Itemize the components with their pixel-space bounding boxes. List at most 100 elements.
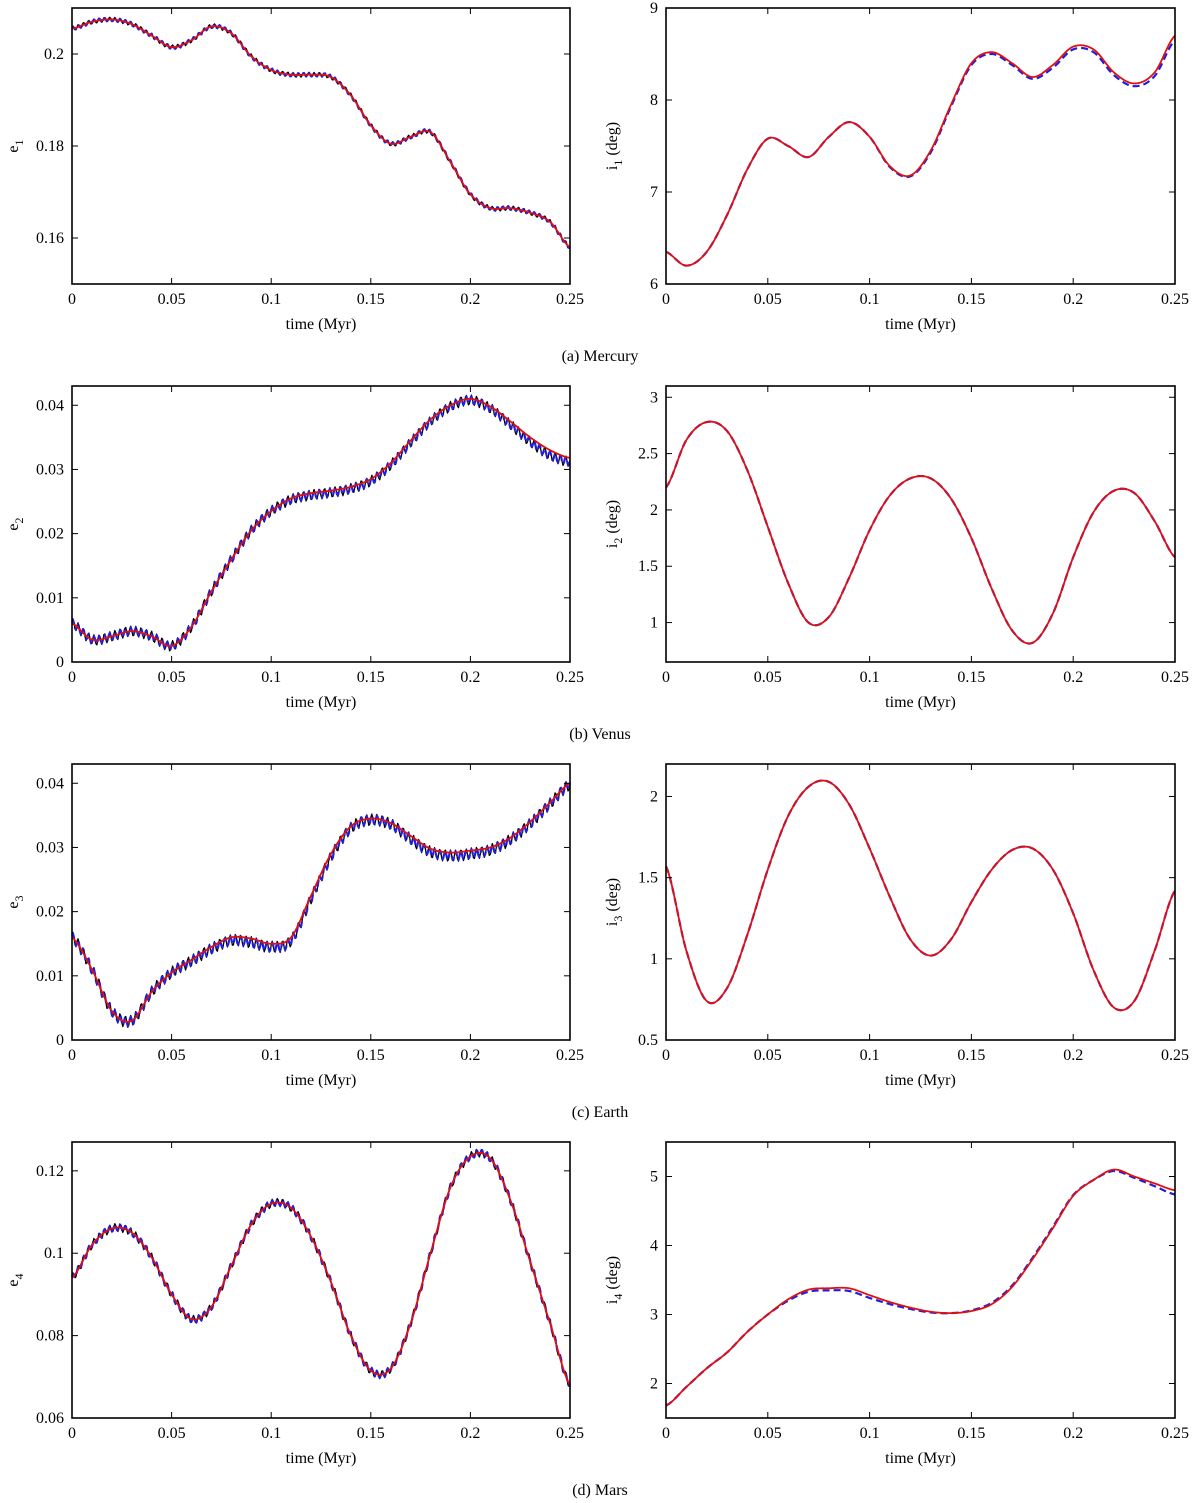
series-line-red [665, 779, 1176, 1012]
y-tick-label: 0 [56, 1032, 64, 1049]
x-tick-label: 0.05 [754, 669, 782, 686]
plot-frame [71, 1141, 571, 1419]
y-tick-label: 0.03 [36, 461, 64, 478]
x-tick-label: 0.2 [1063, 1425, 1083, 1442]
caption-mercury: (a) Mercury [562, 348, 639, 365]
y-tick-label: 1.5 [638, 558, 658, 575]
y-tick-label: 2 [650, 502, 658, 519]
x-tick-label: 0 [662, 1425, 670, 1442]
y-tick-label: 1 [650, 951, 658, 968]
plot-frame [665, 763, 1176, 1041]
y-tick-label: 9 [650, 0, 658, 17]
series-line-red [665, 420, 1176, 645]
series-line-black [71, 394, 571, 652]
chart-earth-i: 0 0.05 0.1 0.15 0.2 0.25 0.5 1 1.5 2 time (Myr) i3 … [604, 763, 1189, 1089]
x-tick-label: 0.1 [261, 1047, 281, 1064]
x-tick-label: 0.15 [357, 1047, 385, 1064]
x-tick-label: 0.15 [357, 669, 385, 686]
x-tick-label: 0.25 [1161, 669, 1189, 686]
x-tick-label: 0 [68, 1425, 76, 1442]
x-tick-label: 0 [662, 291, 670, 308]
x-tick-label: 0.2 [1063, 669, 1083, 686]
series-line-red [71, 1152, 571, 1386]
x-tick-label: 0 [68, 669, 76, 686]
y-axis-label: e2 [5, 517, 26, 530]
series-line-blue [665, 1169, 1176, 1407]
y-tick-label: 0.01 [36, 590, 64, 607]
y-tick-label: 0.03 [36, 839, 64, 856]
chart-venus-i: 0 0.05 0.1 0.15 0.2 0.25 1 1.5 2 2.5 3 time (Myr) i2… [604, 385, 1189, 711]
x-tick-label: 0.15 [957, 1425, 985, 1442]
y-tick-label: 6 [650, 276, 658, 293]
chart-mars-i: 0 0.05 0.1 0.15 0.2 0.25 2 3 4 5 time (Myr) i4 (deg… [604, 1141, 1189, 1467]
x-tick-label: 0.1 [860, 669, 880, 686]
y-tick-label: 2.5 [638, 446, 658, 463]
y-axis-label: i3 (deg) [604, 878, 625, 926]
x-tick-label: 0.2 [460, 291, 480, 308]
y-axis-label: e4 [5, 1273, 26, 1286]
x-tick-label: 0.25 [556, 1425, 584, 1442]
series-line-black [71, 1148, 571, 1387]
y-tick-label: 0 [56, 654, 64, 671]
caption-mars: (d) Mars [572, 1482, 628, 1499]
series-line-red [71, 18, 571, 248]
y-tick-label: 0.2 [44, 46, 64, 63]
x-tick-label: 0.2 [1063, 1047, 1083, 1064]
x-tick-label: 0.05 [158, 291, 186, 308]
y-tick-label: 3 [650, 389, 658, 406]
y-tick-label: 7 [650, 184, 658, 201]
series-line-blue [70, 1149, 571, 1387]
series-line-blue [71, 395, 572, 651]
plot-frame [665, 7, 1176, 285]
series-line-red [71, 782, 571, 1023]
series-line-red [665, 1168, 1176, 1407]
y-tick-label: 0.04 [36, 775, 64, 792]
x-tick-label: 0 [662, 669, 670, 686]
x-tick-label: 0 [68, 1047, 76, 1064]
x-tick-label: 0.25 [1161, 1425, 1189, 1442]
chart-venus-e: 0 0.05 0.1 0.15 0.2 0.25 0 0.01 0.02 0.03 0.04 time… [5, 385, 584, 711]
x-axis-label: time (Myr) [885, 694, 956, 711]
y-axis-label: i2 (deg) [604, 500, 625, 548]
y-tick-label: 2 [650, 788, 658, 805]
y-tick-label: 0.12 [36, 1163, 64, 1180]
x-axis-label: time (Myr) [286, 316, 357, 333]
y-tick-label: 1 [650, 615, 658, 632]
y-axis-label: e1 [5, 139, 26, 152]
x-tick-label: 0.2 [460, 669, 480, 686]
series-line-black [71, 781, 571, 1028]
caption-venus: (b) Venus [569, 726, 630, 743]
x-axis-label: time (Myr) [286, 1072, 357, 1089]
x-tick-label: 0.1 [860, 1425, 880, 1442]
y-tick-label: 0.1 [44, 1245, 64, 1262]
y-axis-label: i4 (deg) [604, 1256, 625, 1304]
y-tick-label: 3 [650, 1307, 658, 1324]
chart-earth-e: 0 0.05 0.1 0.15 0.2 0.25 0 0.01 0.02 0.03 0.04 time… [5, 763, 584, 1089]
x-tick-label: 0.15 [957, 669, 985, 686]
chart-mercury-e: 0 0.05 0.1 0.15 0.2 0.25 0.16 0.18 0.2 time (Myr)… [5, 7, 584, 333]
plot-frame [71, 385, 571, 663]
x-tick-label: 0 [662, 1047, 670, 1064]
x-axis-label: time (Myr) [885, 316, 956, 333]
x-tick-label: 0.05 [158, 1047, 186, 1064]
series-line-blue [71, 781, 572, 1028]
y-tick-label: 8 [650, 92, 658, 109]
x-tick-label: 0 [68, 291, 76, 308]
y-tick-label: 0.01 [36, 968, 64, 985]
x-tick-label: 0.15 [357, 291, 385, 308]
x-tick-label: 0.1 [261, 291, 281, 308]
x-axis-label: time (Myr) [885, 1072, 956, 1089]
x-tick-label: 0.05 [158, 669, 186, 686]
chart-mercury-i: 0 0.05 0.1 0.15 0.2 0.25 6 7 8 9 time (Myr) i1 (deg… [604, 0, 1189, 333]
series-line-black [71, 16, 571, 249]
x-tick-label: 0.2 [460, 1425, 480, 1442]
x-tick-label: 0.25 [556, 669, 584, 686]
x-axis-label: time (Myr) [885, 1450, 956, 1467]
x-tick-label: 0.05 [158, 1425, 186, 1442]
x-tick-label: 0.25 [1161, 291, 1189, 308]
x-tick-label: 0.05 [754, 1425, 782, 1442]
y-axis-label: i1 (deg) [604, 122, 625, 170]
series-line-blue [665, 39, 1176, 267]
x-tick-label: 0.05 [754, 291, 782, 308]
